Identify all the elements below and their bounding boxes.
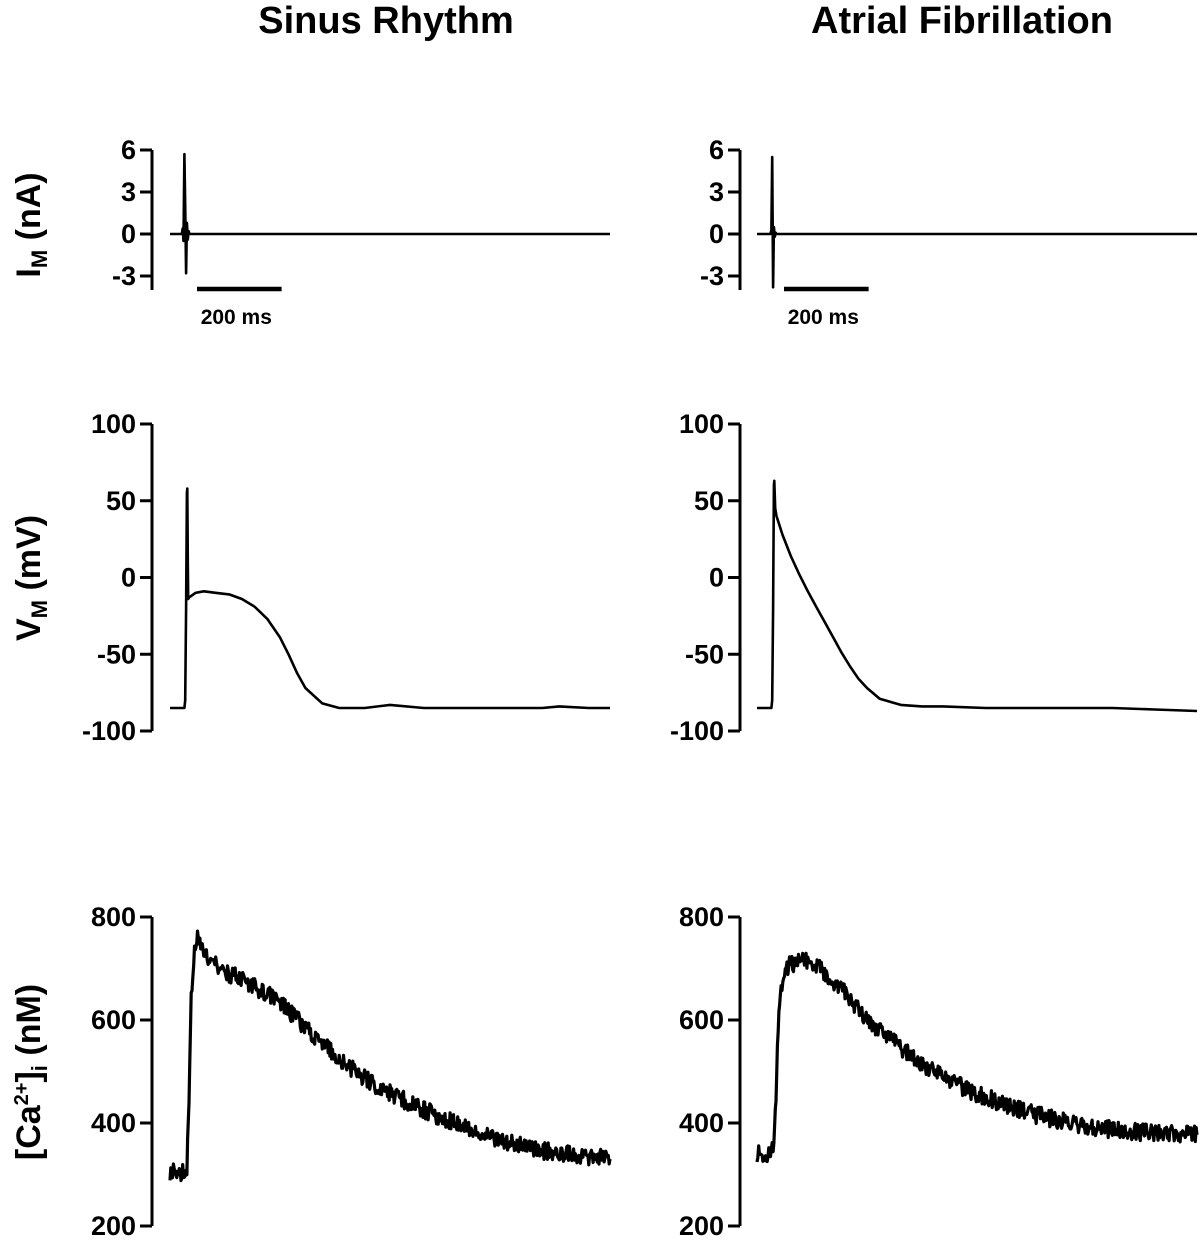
- panels: 6 3 0 -3 200 ms 100 50 0 -50 -100 800 600 400 200 6 3 0 -…: [82, 135, 1199, 1241]
- y-tick-label: 6: [121, 135, 136, 165]
- y-tick-label: 400: [91, 1108, 136, 1138]
- y-tick-label: 600: [91, 1005, 136, 1035]
- y-tick-label: 0: [121, 563, 136, 593]
- panel-sr-current: 6 3 0 -3 200 ms: [112, 135, 610, 329]
- y-tick-label: 200: [91, 1211, 136, 1241]
- y-tick-label: 400: [679, 1108, 724, 1138]
- trace-af-current: [757, 155, 1197, 289]
- y-tick-label: 0: [709, 219, 724, 249]
- y-axis-label-calcium: [Ca2+]i (nM): [10, 984, 52, 1160]
- scale-bar-label: 200 ms: [788, 306, 859, 329]
- y-tick-label: -100: [670, 716, 724, 746]
- y-tick-label: -100: [82, 716, 136, 746]
- y-tick-label: 100: [91, 409, 136, 439]
- y-tick-label: 0: [121, 219, 136, 249]
- y-tick-label: 800: [679, 902, 724, 932]
- panel-sr-calcium: 800 600 400 200: [91, 902, 612, 1241]
- y-tick-label: -50: [685, 639, 724, 669]
- trace-sr-current: [170, 152, 610, 275]
- scale-bar-label: 200 ms: [201, 306, 272, 329]
- y-tick-label: -3: [700, 261, 724, 291]
- trace-af-calcium: [755, 951, 1199, 1164]
- trace-sr-calcium: [168, 929, 612, 1183]
- column-title-sinus-rhythm: Sinus Rhythm: [258, 0, 513, 42]
- y-tick-label: 3: [709, 177, 724, 207]
- panel-af-calcium: 800 600 400 200: [679, 902, 1199, 1241]
- y-tick-label: 100: [679, 409, 724, 439]
- column-title-atrial-fibrillation: Atrial Fibrillation: [811, 0, 1113, 42]
- panel-af-voltage: 100 50 0 -50 -100: [670, 409, 1198, 746]
- y-tick-label: 50: [106, 486, 136, 516]
- trace-sr-voltage: [170, 487, 610, 710]
- y-tick-label: -50: [97, 639, 136, 669]
- y-tick-label: 3: [121, 177, 136, 207]
- y-axis-label-current: IM (nA): [10, 172, 52, 277]
- y-tick-label: 0: [709, 563, 724, 593]
- panel-af-current: 6 3 0 -3 200 ms: [700, 135, 1197, 329]
- y-axis-label-voltage: VM (mV): [10, 515, 52, 641]
- y-tick-label: 6: [709, 135, 724, 165]
- y-tick-label: 600: [679, 1005, 724, 1035]
- y-tick-label: 800: [91, 902, 136, 932]
- panel-sr-voltage: 100 50 0 -50 -100: [82, 409, 610, 746]
- y-tick-label: 200: [679, 1211, 724, 1241]
- trace-af-voltage: [757, 479, 1198, 713]
- row-axis-labels: IM (nA) VM (mV) [Ca2+]i (nM): [10, 172, 52, 1160]
- y-tick-label: -3: [112, 261, 136, 291]
- y-tick-label: 50: [694, 486, 724, 516]
